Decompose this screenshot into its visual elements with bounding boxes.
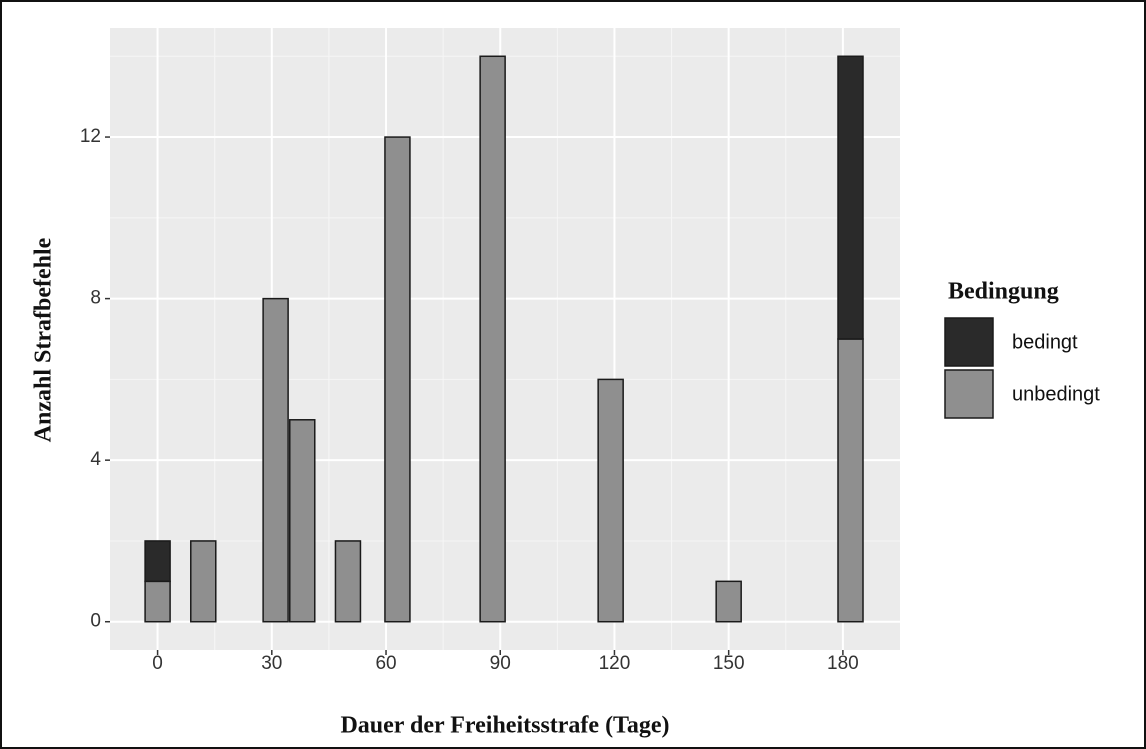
x-tick-label: 120: [599, 653, 631, 674]
x-tick-label: 30: [261, 653, 282, 674]
bar-segment: [262, 297, 289, 623]
legend-label: bedingt: [1012, 331, 1078, 353]
x-tick-label: 180: [827, 653, 859, 674]
x-tick-label: 150: [713, 653, 745, 674]
x-tick-label: 0: [152, 653, 163, 674]
bar-segment: [334, 540, 362, 623]
bar-segment: [144, 580, 171, 623]
legend-title: Bedingung: [948, 279, 1059, 305]
bar-segment: [837, 338, 864, 623]
legend-key: [944, 369, 994, 419]
bar-segment: [144, 540, 171, 583]
y-tick-label: 12: [80, 126, 101, 147]
x-axis-title: Dauer der Freiheitsstrafe (Tage): [340, 713, 669, 739]
x-tick-label: 60: [375, 653, 396, 674]
y-tick-label: 0: [90, 611, 101, 632]
legend-key: [944, 317, 994, 367]
y-tick-label: 4: [90, 449, 101, 470]
bar-segment: [597, 378, 624, 623]
bar-segment: [479, 55, 506, 623]
legend-label: unbedingt: [1012, 383, 1100, 405]
bar-segment: [289, 419, 316, 623]
y-axis-title: Anzahl Strafbefehle: [31, 237, 57, 442]
bar-segment: [190, 540, 217, 623]
bar-segment: [837, 55, 864, 340]
y-tick-label: 8: [90, 288, 101, 309]
bar-segment: [715, 580, 742, 623]
x-tick-label: 90: [490, 653, 511, 674]
bar-segment: [384, 136, 411, 623]
